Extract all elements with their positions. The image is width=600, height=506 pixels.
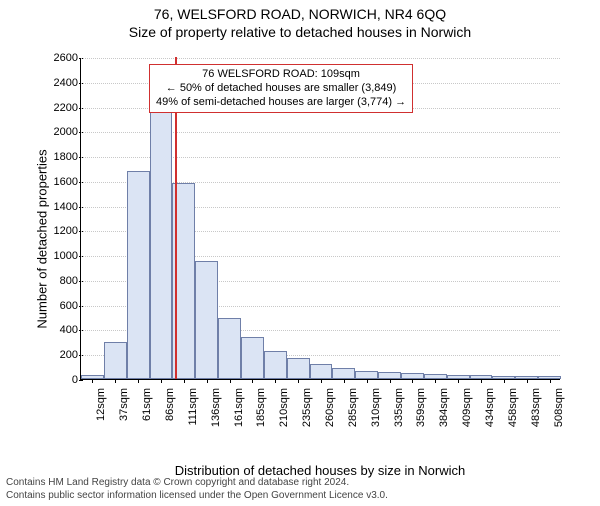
x-tick-label: 285sqm [347, 388, 359, 438]
histogram-bar [378, 372, 401, 379]
histogram-bar [332, 368, 355, 379]
annotation-line: 49% of semi-detached houses are larger (… [156, 96, 406, 110]
histogram-bar [104, 342, 127, 379]
x-tick-label: 508sqm [553, 388, 565, 438]
y-tick-label: 1800 [52, 151, 78, 163]
x-tick [252, 379, 253, 383]
histogram-bar [355, 371, 378, 379]
y-tick-label: 1000 [52, 250, 78, 262]
y-tick-label: 2200 [52, 102, 78, 114]
footer-line-1: Contains HM Land Registry data © Crown c… [6, 477, 388, 490]
x-tick [207, 379, 208, 383]
x-tick-label: 61sqm [141, 388, 153, 438]
annotation-box: 76 WELSFORD ROAD: 109sqm← 50% of detache… [149, 64, 413, 113]
histogram-bar [264, 351, 287, 379]
x-tick-label: 235sqm [301, 388, 313, 438]
x-tick [298, 379, 299, 383]
y-tick-label: 2000 [52, 126, 78, 138]
histogram-bar [287, 358, 310, 379]
x-tick [115, 379, 116, 383]
histogram-bar [150, 97, 173, 379]
x-tick-label: 12sqm [95, 388, 107, 438]
annotation-line: ← 50% of detached houses are smaller (3,… [156, 82, 406, 96]
x-tick-label: 434sqm [484, 388, 496, 438]
y-tick-label: 600 [52, 300, 78, 312]
x-tick-label: 136sqm [210, 388, 222, 438]
footer-line-2: Contains public sector information licen… [6, 490, 388, 503]
x-tick-label: 161sqm [233, 388, 245, 438]
x-tick-label: 409sqm [461, 388, 473, 438]
footer-attribution: Contains HM Land Registry data © Crown c… [6, 477, 388, 502]
x-tick-label: 359sqm [415, 388, 427, 438]
histogram-bar [241, 337, 264, 379]
y-tick-label: 800 [52, 275, 78, 287]
y-tick-label: 1600 [52, 176, 78, 188]
histogram-plot: 76 WELSFORD ROAD: 109sqm← 50% of detache… [80, 58, 560, 380]
y-tick-label: 2600 [52, 52, 78, 64]
histogram-bar [310, 364, 333, 379]
x-tick [550, 379, 551, 383]
annotation-line: 76 WELSFORD ROAD: 109sqm [156, 68, 406, 82]
x-tick-label: 111sqm [187, 388, 199, 438]
x-tick-label: 86sqm [164, 388, 176, 438]
x-tick-label: 260sqm [324, 388, 336, 438]
x-tick-label: 37sqm [118, 388, 130, 438]
histogram-bar [127, 171, 150, 379]
x-tick [435, 379, 436, 383]
x-tick-label: 185sqm [255, 388, 267, 438]
y-tick-label: 1200 [52, 225, 78, 237]
y-tick-label: 200 [52, 349, 78, 361]
x-tick-label: 210sqm [278, 388, 290, 438]
x-tick [504, 379, 505, 383]
x-tick [527, 379, 528, 383]
page-title: 76, WELSFORD ROAD, NORWICH, NR4 6QQ [0, 6, 600, 22]
y-tick-label: 400 [52, 324, 78, 336]
x-tick [367, 379, 368, 383]
y-tick-label: 1400 [52, 201, 78, 213]
x-tick [321, 379, 322, 383]
x-tick-label: 458sqm [507, 388, 519, 438]
histogram-bar [195, 261, 218, 379]
x-tick [230, 379, 231, 383]
gridline [81, 58, 560, 59]
x-tick-label: 483sqm [530, 388, 542, 438]
y-axis-label: Number of detached properties [35, 149, 50, 328]
x-tick [92, 379, 93, 383]
x-tick [344, 379, 345, 383]
x-tick [412, 379, 413, 383]
histogram-bar [218, 318, 241, 379]
y-tick-label: 0 [52, 374, 78, 386]
chart-container: Number of detached properties 0200400600… [52, 54, 572, 424]
x-tick-label: 384sqm [438, 388, 450, 438]
x-tick [390, 379, 391, 383]
x-tick [184, 379, 185, 383]
x-tick [275, 379, 276, 383]
x-tick-label: 335sqm [393, 388, 405, 438]
x-tick [161, 379, 162, 383]
x-tick [138, 379, 139, 383]
x-tick [481, 379, 482, 383]
x-axis-label: Distribution of detached houses by size … [80, 463, 560, 478]
page-subtitle: Size of property relative to detached ho… [0, 24, 600, 40]
y-tick-label: 2400 [52, 77, 78, 89]
x-tick [458, 379, 459, 383]
x-tick-label: 310sqm [370, 388, 382, 438]
